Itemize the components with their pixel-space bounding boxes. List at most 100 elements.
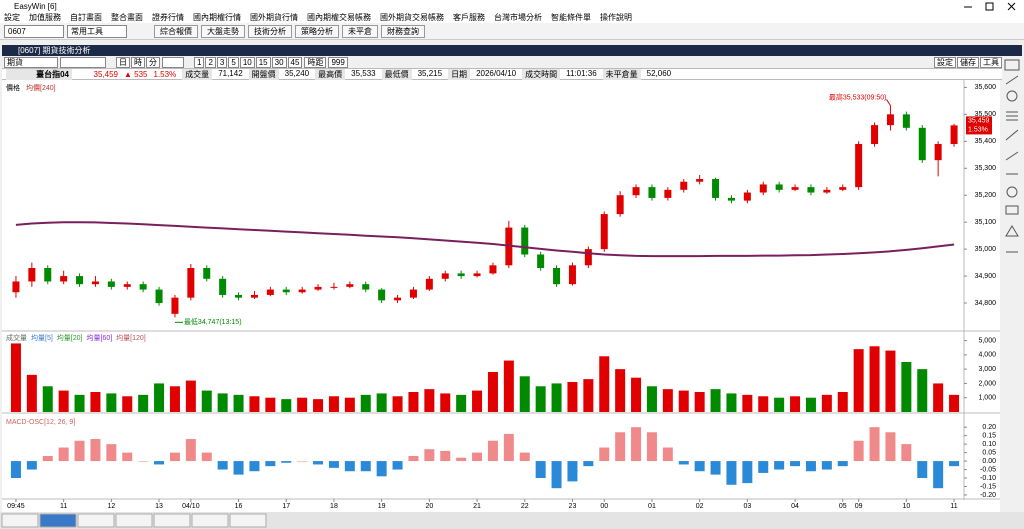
- quote-bar: 臺台指04 35,459 ▲ 535 1.53% 成交量 71,142 開盤價 35,…: [2, 68, 1002, 80]
- y-tick-label: 35,300: [975, 165, 997, 172]
- period-button[interactable]: 10: [239, 56, 255, 68]
- toolbar-button[interactable]: 未平倉: [342, 24, 378, 38]
- menu-item[interactable]: 國內期權行情: [193, 13, 241, 22]
- bar: [503, 433, 514, 462]
- bar: [138, 461, 149, 462]
- menu-item[interactable]: 國外期貨行情: [250, 13, 298, 22]
- candle-body: [139, 284, 147, 290]
- menu-item[interactable]: 國外期貨交易帳務: [380, 13, 444, 22]
- bar: [519, 376, 530, 412]
- unit-buttons: 日時分: [116, 56, 160, 68]
- subwindow-title: [0607] 期貨技術分析: [18, 46, 91, 55]
- candle-body: [76, 276, 84, 285]
- menu-item[interactable]: 加值服務: [29, 13, 61, 22]
- bar: [805, 461, 816, 472]
- menu-item[interactable]: 設定: [4, 13, 20, 22]
- bar: [535, 386, 546, 412]
- unit-select[interactable]: [162, 56, 184, 68]
- toolbar-button[interactable]: 策略分析: [295, 24, 339, 38]
- unit-button[interactable]: 時: [131, 56, 145, 68]
- x-tick-label: 12: [107, 503, 115, 510]
- y-tick-label: 35,500: [975, 111, 997, 118]
- unit-button[interactable]: 分: [146, 56, 160, 68]
- panel-button[interactable]: 設定: [934, 56, 956, 68]
- x-tick-label: 13: [155, 503, 163, 510]
- period-button[interactable]: 1: [194, 56, 205, 68]
- candle-body: [473, 273, 481, 277]
- period-button[interactable]: 5: [228, 56, 239, 68]
- menu-item[interactable]: 整合畫面: [111, 13, 143, 22]
- candle-body: [823, 189, 831, 193]
- code-input[interactable]: 0607: [4, 24, 64, 38]
- bar: [360, 461, 371, 472]
- bar: [917, 461, 928, 479]
- candle-body: [712, 179, 720, 198]
- field-label: 未平倉量: [602, 68, 641, 80]
- candle-body: [298, 289, 306, 293]
- ma-line: [15, 221, 955, 258]
- period-button[interactable]: 3: [216, 56, 228, 68]
- bar: [90, 439, 101, 462]
- menu-item[interactable]: 自訂畫面: [70, 13, 102, 22]
- bar: [933, 461, 944, 489]
- symbol-input[interactable]: [60, 56, 106, 68]
- x-tick-label: 01: [648, 503, 656, 510]
- bar: [313, 461, 324, 465]
- period-button[interactable]: 15: [255, 56, 271, 68]
- panel-button[interactable]: 工具: [980, 56, 1002, 68]
- candle-body: [871, 125, 879, 144]
- y-tick-label: 35,400: [975, 138, 997, 145]
- bar: [74, 440, 85, 462]
- bar: [122, 396, 133, 412]
- menu-item[interactable]: 證券行情: [152, 13, 184, 22]
- bar: [487, 440, 498, 462]
- menu-bar: 設定 加值服務 自訂畫面 整合畫面 證券行情 國內期權行情 國外期貨行情 國內期權交易帳務 國外…: [0, 12, 1024, 23]
- side-toolbar: [1002, 56, 1022, 512]
- bar: [440, 450, 451, 462]
- y-tick-label: -0.20: [980, 492, 996, 499]
- candle-body: [743, 192, 751, 201]
- bar: [758, 461, 769, 473]
- kind-select[interactable]: 期貨: [4, 56, 58, 68]
- menu-item[interactable]: 智能條件單: [551, 13, 591, 22]
- toolbar-button[interactable]: 綜合報價: [154, 24, 198, 38]
- menu-item[interactable]: 操作說明: [600, 13, 632, 22]
- toolbar-button[interactable]: 技術分析: [248, 24, 292, 38]
- bar: [901, 362, 912, 412]
- legend-entry: 均量[5]: [31, 333, 53, 342]
- bar: [742, 461, 753, 484]
- bar: [774, 397, 785, 412]
- title-bar: EasyWin [6]: [0, 0, 1024, 12]
- toolbar-button[interactable]: 財務查詢: [381, 24, 425, 38]
- panel-button[interactable]: 儲存: [957, 56, 979, 68]
- candle-body: [632, 187, 640, 196]
- bar: [710, 461, 721, 475]
- menu-item[interactable]: 台灣市場分析: [494, 13, 542, 22]
- candle-body: [902, 114, 910, 128]
- high-annotation: 最高35,533(09:50): [829, 92, 887, 101]
- field-label: 最低價: [381, 68, 412, 80]
- bar: [535, 461, 546, 479]
- period-button[interactable]: 45: [287, 56, 303, 68]
- bar: [885, 350, 896, 412]
- field-value: 35,240: [284, 68, 310, 78]
- menu-item[interactable]: 客戶服務: [453, 13, 485, 22]
- span-value[interactable]: 999: [328, 56, 348, 68]
- field-label: 日期: [448, 68, 471, 80]
- period-button[interactable]: 2: [205, 56, 216, 68]
- field-value: 35,215: [417, 68, 443, 78]
- menu-item[interactable]: 國內期權交易帳務: [307, 13, 371, 22]
- bar: [599, 447, 610, 462]
- window-title: EasyWin [6]: [14, 1, 57, 11]
- bar: [949, 461, 960, 467]
- toolbar-button[interactable]: 大盤走勢: [201, 24, 245, 38]
- unit-button[interactable]: 日: [116, 56, 130, 68]
- bar: [583, 379, 594, 412]
- bar: [90, 392, 101, 412]
- window-controls[interactable]: [960, 1, 1020, 11]
- candle-body: [441, 273, 449, 279]
- tool-select[interactable]: 常用工具: [67, 24, 127, 38]
- bar: [10, 461, 21, 479]
- bar: [949, 394, 960, 412]
- period-button[interactable]: 30: [271, 56, 287, 68]
